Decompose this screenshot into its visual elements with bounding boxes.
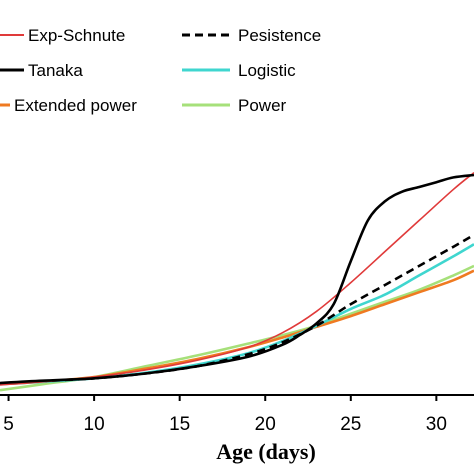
legend-label-logistic: Logistic <box>238 61 296 80</box>
legend-label-power: Power <box>238 96 287 115</box>
x-axis-title: Age (days) <box>216 439 316 464</box>
x-tick-label-20: 20 <box>255 414 276 435</box>
x-tick-label-15: 15 <box>169 414 190 435</box>
series-line-exp-schnute <box>0 171 474 386</box>
series-line-logistic <box>0 243 474 386</box>
x-tick-label-5: 5 <box>3 414 14 435</box>
legend-label-exp-schnute: Exp-Schnute <box>28 26 125 45</box>
legend-label-pesistence: Pesistence <box>238 26 321 45</box>
x-tick-label-30: 30 <box>426 414 447 435</box>
legend-label-extended-power: Extended power <box>14 96 137 115</box>
legend-label-tanaka: Tanaka <box>28 61 83 80</box>
series-line-extended-power <box>0 269 474 386</box>
series-layer <box>0 171 474 392</box>
x-axis-ticks: 5 10 15 20 25 30 <box>3 395 447 435</box>
series-line-pesistence <box>0 233 474 385</box>
series-line-tanaka <box>0 173 474 385</box>
legend: Exp-Schnute Pesistence Tanaka Logistic E… <box>0 26 321 115</box>
x-tick-label-10: 10 <box>84 414 105 435</box>
x-tick-label-25: 25 <box>340 414 361 435</box>
